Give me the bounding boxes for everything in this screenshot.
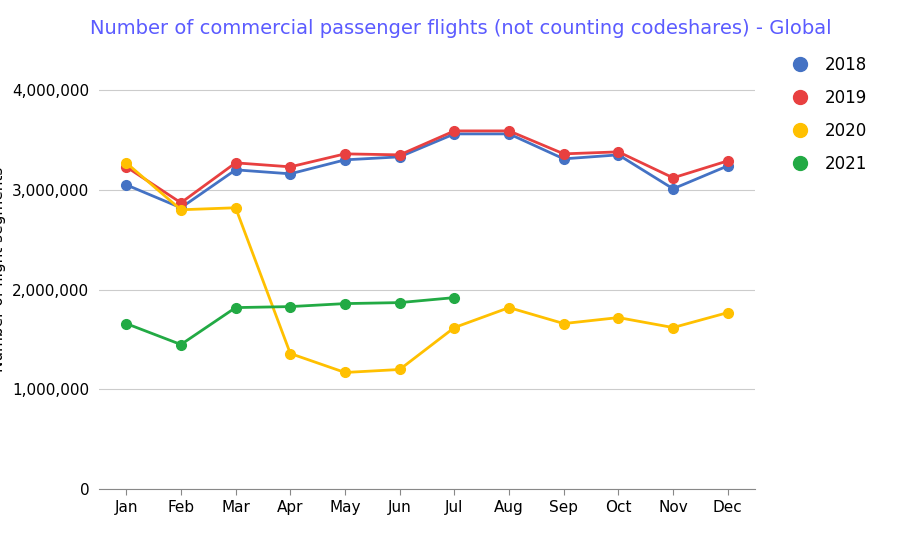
Line: 2018: 2018	[121, 129, 733, 212]
2020	[558, 320, 569, 327]
2020	[395, 366, 405, 373]
2019	[120, 163, 131, 170]
2020	[120, 160, 131, 166]
2020	[613, 314, 624, 321]
2021	[175, 341, 186, 348]
2018	[230, 166, 241, 173]
Line: 2020: 2020	[121, 158, 733, 378]
2021	[120, 320, 131, 327]
Line: 2021: 2021	[121, 293, 459, 349]
2018	[558, 156, 569, 162]
2019	[668, 175, 679, 181]
2020	[449, 324, 459, 331]
2019	[340, 151, 351, 157]
2021	[285, 303, 296, 310]
Legend: 2018, 2019, 2020, 2021: 2018, 2019, 2020, 2021	[777, 49, 874, 180]
2018	[340, 157, 351, 163]
2018	[723, 162, 734, 169]
2019	[395, 152, 405, 158]
2021	[395, 299, 405, 306]
Text: Number of commercial passenger flights (not counting codeshares) - Global: Number of commercial passenger flights (…	[90, 19, 832, 38]
2021	[340, 300, 351, 307]
2018	[449, 131, 459, 137]
2019	[558, 151, 569, 157]
2020	[723, 309, 734, 316]
2021	[230, 304, 241, 311]
2019	[503, 127, 514, 134]
2018	[120, 181, 131, 188]
2019	[175, 200, 186, 206]
2020	[668, 324, 679, 331]
2019	[285, 163, 296, 170]
2020	[175, 206, 186, 213]
2018	[175, 205, 186, 211]
2018	[395, 153, 405, 160]
2020	[340, 369, 351, 376]
2019	[723, 157, 734, 164]
2020	[503, 304, 514, 311]
2018	[613, 152, 624, 158]
2018	[668, 186, 679, 192]
2018	[503, 131, 514, 137]
2019	[449, 127, 459, 134]
2020	[230, 205, 241, 211]
2020	[285, 350, 296, 357]
2019	[230, 160, 241, 166]
2019	[613, 148, 624, 155]
Y-axis label: Number of flight segments: Number of flight segments	[0, 167, 6, 373]
2021	[449, 294, 459, 301]
Line: 2019: 2019	[121, 126, 733, 207]
2018	[285, 171, 296, 177]
